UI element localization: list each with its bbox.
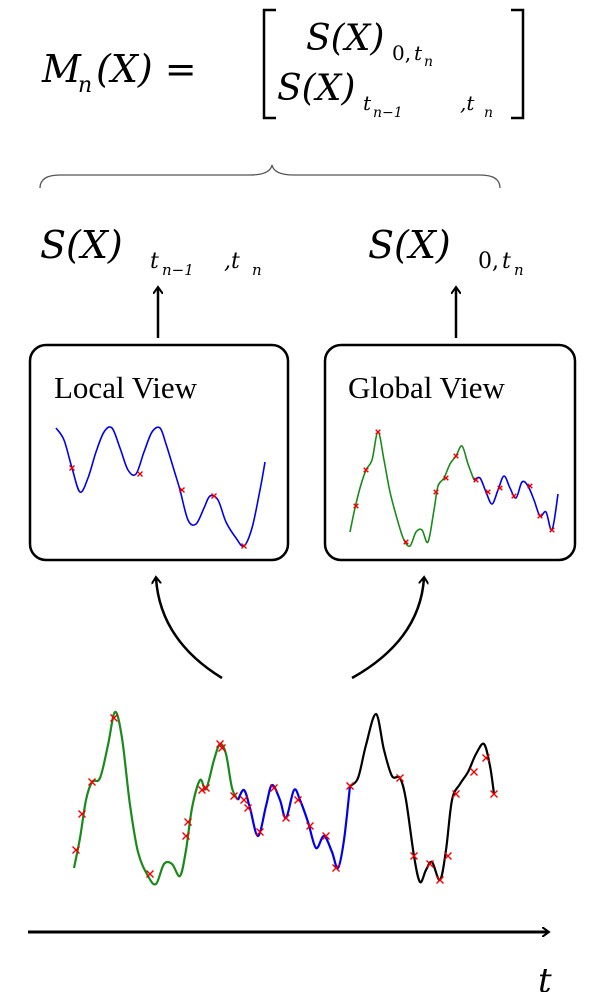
local-view-frame (28, 343, 290, 562)
equation-row1-subscript-n: n (424, 54, 433, 70)
sample-marker (436, 876, 444, 884)
sample-marker (346, 782, 354, 790)
sample-marker (453, 453, 459, 459)
sample-marker (78, 810, 86, 818)
global-view-box: Global View (323, 343, 577, 562)
sample-marker (137, 471, 143, 477)
sample-marker (306, 822, 314, 830)
sample-marker (282, 814, 290, 822)
sample-marker (244, 804, 252, 812)
local-view-box: Local View (28, 343, 290, 562)
global-view-title: Global View (348, 370, 505, 405)
sample-marker (184, 818, 192, 826)
equation-lhs-argument: (X) = (96, 47, 197, 91)
sample-marker (511, 493, 517, 499)
sample-marker (443, 475, 449, 481)
sample-marker (322, 832, 330, 840)
global-view-curve-past (349, 431, 475, 548)
sample-marker (88, 778, 96, 786)
sample-marker (69, 465, 75, 471)
grouping-brace (39, 164, 501, 189)
local-signature-label: S(X) t n−1 ,t n (40, 223, 262, 279)
sample-marker (363, 467, 369, 473)
time-axis-label: t (538, 961, 552, 992)
sample-marker (403, 539, 409, 545)
sample-marker (218, 744, 226, 752)
sample-marker (230, 792, 238, 800)
sample-marker (202, 784, 210, 792)
sample-marker (72, 846, 80, 854)
series-samples (72, 714, 498, 884)
sample-marker (433, 489, 439, 495)
sample-marker (211, 493, 217, 499)
equation-lhs: M (41, 47, 82, 91)
equation-row1-subscript: 0, (392, 41, 411, 65)
equation-row2-subscript-t: t (363, 91, 372, 115)
sample-marker (444, 852, 452, 860)
sample-marker (396, 774, 404, 782)
global-signature-subscript-n: n (514, 261, 524, 279)
sample-marker (270, 784, 278, 792)
equation-row2-main: S(X) (277, 68, 355, 109)
global-signature-main: S(X) (368, 223, 451, 267)
equation-lhs-subscript: n (78, 73, 92, 98)
sample-marker (353, 503, 359, 509)
equation-row2-subscript-t2: ,t (460, 91, 475, 115)
local-signature-main: S(X) (40, 223, 123, 267)
global-signature-subscript-t: t (502, 249, 511, 274)
sample-marker (332, 864, 340, 872)
sample-marker (452, 790, 460, 798)
local-view-curve (55, 426, 266, 548)
right-bracket (511, 8, 525, 120)
sample-marker (410, 852, 418, 860)
sample-marker (241, 543, 247, 549)
sample-marker (256, 828, 264, 836)
global-signature-subscript: 0, (478, 249, 499, 274)
sample-marker (179, 487, 185, 493)
global-signature-label: S(X) 0, t n (368, 223, 524, 279)
sample-marker (490, 790, 498, 798)
series-past-segment (72, 710, 239, 886)
sample-marker (473, 477, 479, 483)
sample-marker (485, 489, 491, 495)
global-input-arrow (351, 578, 424, 680)
sample-marker (198, 786, 206, 794)
sample-marker (482, 754, 490, 762)
global-view-frame (323, 343, 577, 562)
sample-marker (426, 860, 434, 868)
sample-marker (470, 768, 478, 776)
sample-marker (549, 527, 555, 533)
sample-marker (497, 485, 503, 491)
series-window-segment (237, 783, 352, 870)
local-signature-subscript-n1: n−1 (162, 261, 194, 279)
equation-row2-subscript-n1: n−1 (373, 105, 403, 121)
sample-marker (527, 483, 533, 489)
sample-marker (537, 513, 543, 519)
sample-marker (240, 796, 248, 804)
sample-marker (375, 429, 381, 435)
equation-row1-subscript-t: t (414, 41, 423, 65)
local-signature-subscript-t: t (150, 249, 159, 274)
local-signature-subscript-t2: ,t (224, 249, 240, 274)
main-time-series (72, 710, 498, 886)
local-input-arrow (156, 578, 223, 680)
sample-marker (294, 796, 302, 804)
equation-row2-subscript-n: n (484, 105, 493, 121)
local-signature-subscript-n: n (252, 261, 262, 279)
local-view-title: Local View (54, 370, 198, 405)
sample-marker (146, 870, 154, 878)
left-bracket (262, 8, 276, 120)
signature-equation: M n (X) = S(X) 0, t n S(X) t n−1 ,t n (41, 8, 525, 121)
global-view-samples (353, 429, 555, 545)
sample-marker (216, 740, 224, 748)
sample-marker (110, 714, 118, 722)
sample-marker (182, 832, 190, 840)
equation-row1-main: S(X) (306, 18, 384, 59)
local-view-samples (69, 465, 247, 549)
series-future-segment (349, 712, 496, 884)
